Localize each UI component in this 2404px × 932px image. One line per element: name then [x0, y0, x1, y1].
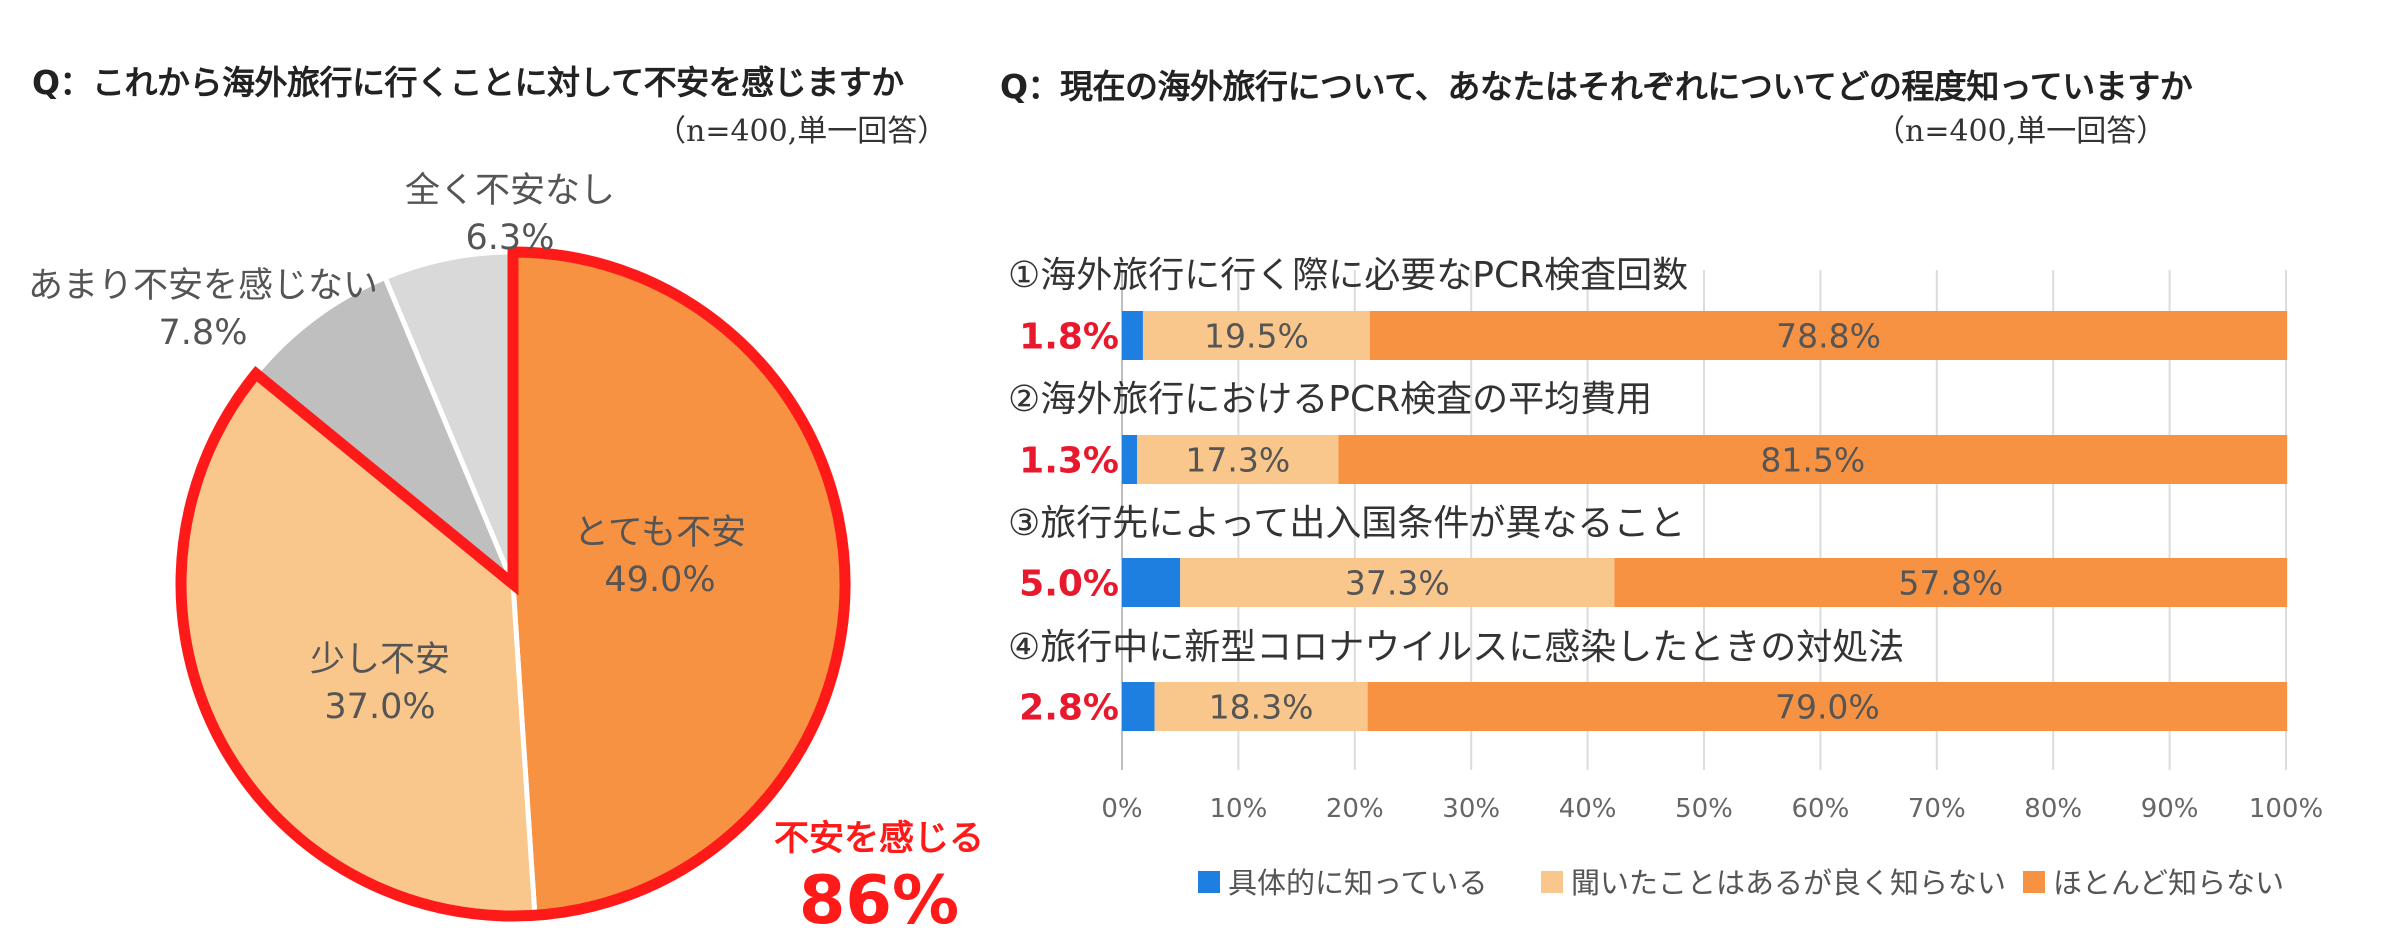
bar-value-label: 79.0%	[1775, 688, 1880, 727]
legend-label: 具体的に知っている	[1228, 866, 1488, 900]
pie-sample-note: （n=400,単一回答）	[656, 114, 948, 149]
bar-question-title: Q：現在の海外旅行について、あなたはそれぞれについてどの程度知っていますか	[1000, 67, 2193, 106]
bar-segment	[1122, 682, 1155, 731]
pie-slice	[252, 274, 516, 586]
x-tick-label: 0%	[1101, 794, 1142, 824]
bar-segment	[1369, 311, 2288, 360]
category-label: ②海外旅行におけるPCR検査の平均費用	[1008, 379, 1652, 420]
bar-segment	[1614, 558, 2288, 607]
bar-value-label: 5.0%	[1019, 564, 1119, 605]
pie-slice-name: とても不安	[574, 513, 746, 553]
bar-value-label: 1.3%	[1019, 441, 1119, 482]
bar-value-label: 78.8%	[1776, 317, 1881, 356]
category-label: ④旅行中に新型コロナウイルスに感染したときの対処法	[1008, 627, 1904, 668]
x-tick-label: 40%	[1559, 794, 1617, 824]
pie-callout-label: 不安を感じる	[774, 819, 984, 859]
pie-slice-name: 少し不安	[310, 640, 450, 680]
bar-value-label: 19.5%	[1204, 317, 1309, 356]
bar-segment	[1367, 682, 2288, 731]
pie-slice-value: 7.8%	[159, 313, 248, 353]
x-tick-label: 20%	[1326, 794, 1384, 824]
legend-swatch	[1198, 871, 1220, 893]
pie-slice-name: 全く不安なし	[405, 171, 615, 211]
bar-segment	[1122, 435, 1138, 484]
bar-value-label: 37.3%	[1345, 564, 1450, 603]
bar-sample-note: （n=400,単一回答）	[1875, 114, 2167, 149]
bar-value-label: 2.8%	[1019, 688, 1119, 729]
x-tick-label: 80%	[2024, 794, 2082, 824]
bar-segment	[1154, 682, 1368, 731]
bar-segment	[1142, 311, 1370, 360]
legend-label: 聞いたことはあるが良く知らない	[1571, 866, 2006, 900]
x-tick-label: 50%	[1675, 794, 1733, 824]
x-tick-label: 10%	[1210, 794, 1268, 824]
bar-segment	[1180, 558, 1615, 607]
bar-segment	[1137, 435, 1339, 484]
x-tick-label: 70%	[1908, 794, 1966, 824]
pie-slice-value: 37.0%	[324, 687, 435, 727]
x-tick-label: 100%	[2249, 794, 2323, 824]
bar-value-label: 18.3%	[1209, 688, 1314, 727]
bar-value-label: 17.3%	[1185, 441, 1290, 480]
bar-value-label: 1.8%	[1019, 317, 1119, 358]
bar-value-label: 81.5%	[1760, 441, 1865, 480]
pie-slice-name: あまり不安を感じない	[28, 266, 378, 306]
legend-swatch	[1541, 871, 1563, 893]
pie-slice-value: 6.3%	[466, 218, 555, 258]
x-tick-label: 30%	[1442, 794, 1500, 824]
legend-swatch	[2023, 871, 2045, 893]
bar-segment	[1122, 558, 1181, 607]
pie-slice-value: 49.0%	[604, 560, 715, 600]
legend-label: ほとんど知らない	[2053, 866, 2284, 900]
pie-highlight-outline	[175, 246, 851, 922]
category-label: ①海外旅行に行く際に必要なPCR検査回数	[1008, 255, 1688, 296]
bar-segment	[1338, 435, 2288, 484]
x-tick-label: 90%	[2141, 794, 2199, 824]
pie-question-title: Q：これから海外旅行に行くことに対して不安を感じますか	[32, 63, 904, 102]
category-label: ③旅行先によって出入国条件が異なること	[1008, 503, 1685, 544]
bar-segment	[1122, 311, 1143, 360]
x-tick-label: 60%	[1792, 794, 1850, 824]
pie-callout-value: 86%	[799, 861, 959, 932]
bar-value-label: 57.8%	[1898, 564, 2003, 603]
